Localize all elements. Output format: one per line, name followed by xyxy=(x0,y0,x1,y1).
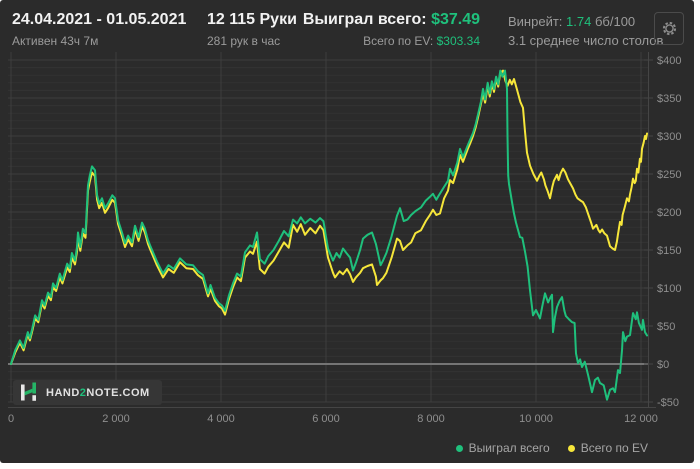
won-total-row: Выиграл всего: $37.49 xyxy=(250,10,480,30)
hands-total: 12 115 Руки xyxy=(207,11,297,28)
legend-label-won-total: Выиграл всего xyxy=(468,441,550,455)
date-range-block: 24.04.2021 - 01.05.2021 Активен 43ч 7м xyxy=(12,10,186,48)
won-total-label: Выиграл всего: xyxy=(302,11,427,28)
svg-text:0: 0 xyxy=(8,413,14,425)
svg-text:4 000: 4 000 xyxy=(207,413,235,425)
settings-button[interactable] xyxy=(654,12,684,45)
winnings-block: Выиграл всего: $37.49 Всего по EV: $303.… xyxy=(250,10,480,48)
winrate-units: бб/100 xyxy=(594,14,636,29)
winrate-row: Винрейт: 1.74 бб/100 xyxy=(508,12,663,31)
active-time: Активен 43ч 7м xyxy=(12,34,99,48)
hand2note-logo: HAND2NOTE.COM xyxy=(13,380,162,405)
svg-text:10 000: 10 000 xyxy=(519,413,553,425)
svg-text:$200: $200 xyxy=(657,207,681,219)
hand2note-h-icon xyxy=(21,382,36,401)
chart-legend: Выиграл всего Всего по EV xyxy=(455,441,648,455)
svg-text:$350: $350 xyxy=(657,93,681,105)
svg-text:-$50: -$50 xyxy=(657,397,679,409)
winnings-line-chart: $400 $350 $300 $250 $200 $150 $100 $50 $0 -$50 0 2 … xyxy=(8,52,681,425)
legend-dot-green xyxy=(455,444,463,452)
svg-text:$150: $150 xyxy=(657,245,681,257)
hands-per-hour: 281 рук в час xyxy=(207,34,281,48)
date-range: 24.04.2021 - 01.05.2021 xyxy=(12,11,187,28)
svg-text:$0: $0 xyxy=(657,359,669,371)
svg-text:12 000: 12 000 xyxy=(624,413,658,425)
legend-label-ev-total: Всего по EV xyxy=(580,441,648,455)
session-report-panel: $400 $350 $300 $250 $200 $150 $100 $50 $0 -$50 0 2 … xyxy=(0,0,694,463)
svg-text:$250: $250 xyxy=(657,169,681,181)
svg-text:2 000: 2 000 xyxy=(102,413,130,425)
svg-text:8 000: 8 000 xyxy=(417,413,445,425)
winrate-label: Винрейт: xyxy=(508,14,563,29)
ev-total-row: Всего по EV: $303.34 xyxy=(250,34,480,48)
gear-icon xyxy=(662,21,676,36)
svg-text:$50: $50 xyxy=(657,321,675,333)
hand2note-logo-text: HAND2NOTE.COM xyxy=(46,386,150,399)
legend-dot-yellow xyxy=(567,444,575,452)
svg-text:$100: $100 xyxy=(657,283,681,295)
svg-text:$400: $400 xyxy=(657,55,681,67)
stats-block: Винрейт: 1.74 бб/100 3.1 среднее число с… xyxy=(508,12,663,50)
hands-block: 12 115 Руки 281 рук в час xyxy=(207,10,297,48)
legend-item-won-total[interactable]: Выиграл всего xyxy=(455,441,550,455)
legend-item-ev-total[interactable]: Всего по EV xyxy=(567,441,648,455)
svg-text:6 000: 6 000 xyxy=(312,413,340,425)
svg-text:$300: $300 xyxy=(657,131,681,143)
tables-average: 3.1 среднее число столов xyxy=(508,33,664,48)
winrate-value: 1.74 xyxy=(566,14,592,29)
ev-total-label: Всего по EV: xyxy=(363,34,434,48)
ev-total-value: $303.34 xyxy=(436,34,480,48)
won-total-value: $37.49 xyxy=(431,11,480,28)
